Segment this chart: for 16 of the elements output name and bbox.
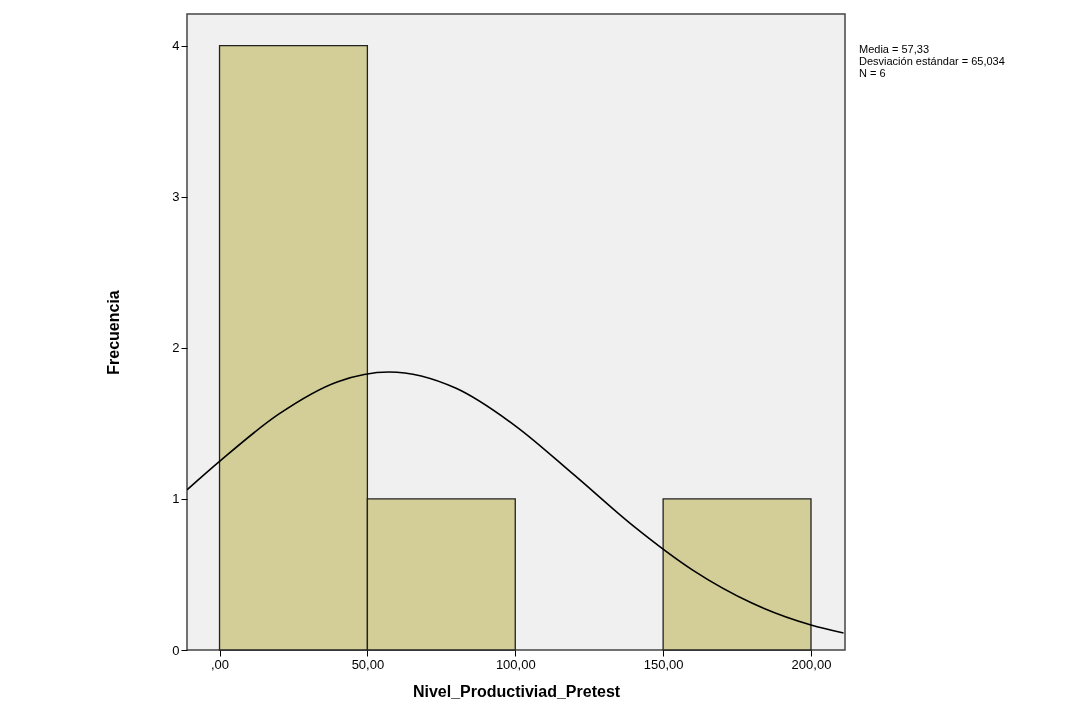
y-tick-label: 3: [172, 189, 180, 205]
y-tick-label: 1: [172, 491, 180, 507]
x-tick-label: 200,00: [791, 656, 832, 672]
line-series: [187, 371, 845, 634]
text: Media = 57,33: [859, 43, 930, 55]
x-tick-label: 150,00: [643, 656, 684, 672]
y-axis-title: Frecuencia: [105, 290, 123, 375]
y-tick-label: 0: [172, 642, 180, 658]
y-tick-label: 2: [172, 340, 180, 356]
x-tick-label: ,00: [210, 656, 230, 672]
text: Desviación estándar = 65,034: [859, 55, 1005, 67]
x-axis-title: Nivel_Productiviad_Pretest: [412, 682, 621, 700]
text: N = 6: [859, 67, 886, 79]
y-tick-label: 4: [172, 38, 180, 54]
x-tick-label: 100,00: [495, 656, 536, 672]
x-tick-label: 50,00: [351, 656, 385, 672]
